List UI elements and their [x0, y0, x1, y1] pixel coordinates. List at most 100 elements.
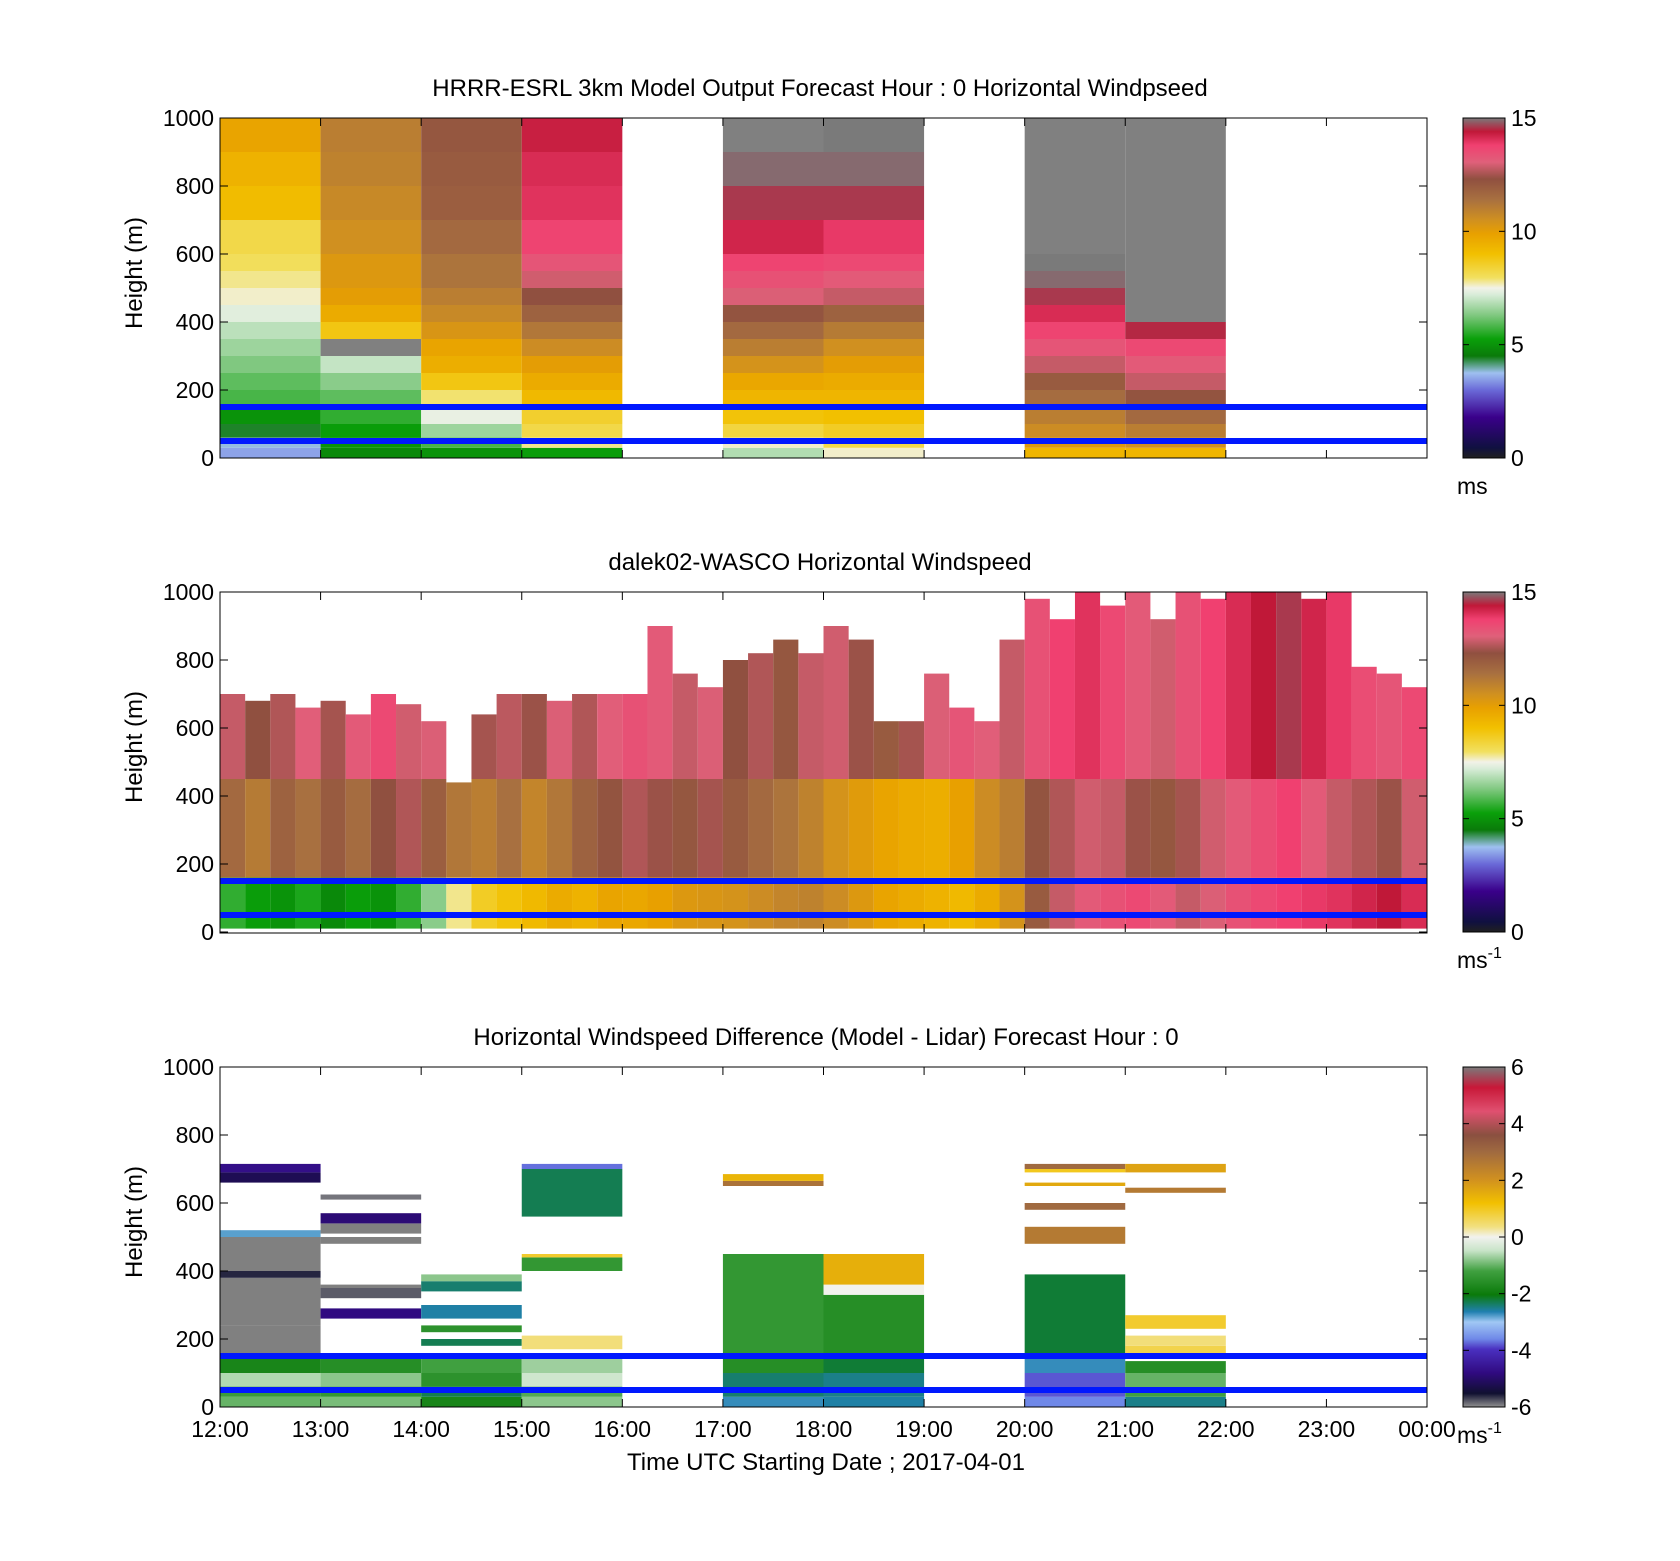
heatmap-cell	[1401, 877, 1427, 929]
heatmap-cell	[446, 877, 472, 929]
heatmap-cell	[722, 877, 749, 929]
heatmap-cell	[521, 1335, 623, 1350]
heatmap-cell	[1376, 877, 1402, 929]
x-tick-label: 00:00	[1398, 1416, 1456, 1442]
heatmap-cell	[220, 877, 246, 929]
heatmap-cell	[1024, 118, 1126, 254]
x-tick-label: 22:00	[1197, 1416, 1255, 1442]
heatmap-cell	[1150, 877, 1176, 929]
heatmap-cell	[1024, 1396, 1126, 1407]
heatmap-cell	[421, 1396, 522, 1407]
heatmap-cell	[1074, 877, 1101, 929]
heatmap-cell	[873, 721, 899, 779]
heatmap-cell	[1200, 779, 1226, 878]
heatmap-cell	[722, 339, 824, 356]
heatmap-cell	[320, 1373, 422, 1387]
colorbar-unit: ms	[1457, 473, 1488, 499]
heatmap-cell	[1024, 1373, 1126, 1397]
heatmap-cell	[722, 447, 824, 458]
heatmap-cell	[220, 118, 321, 152]
heatmap-cell	[873, 779, 899, 878]
heatmap-cell	[421, 1281, 522, 1292]
heatmap-cell	[320, 700, 346, 779]
x-tick-label: 17:00	[694, 1416, 752, 1442]
heatmap-cell	[370, 694, 397, 779]
x-tick-label: 18:00	[795, 1416, 853, 1442]
panel-model-reference-lines	[220, 404, 1427, 444]
heatmap-cell	[320, 1356, 422, 1373]
heatmap-cell	[898, 721, 925, 779]
heatmap-cell	[1351, 666, 1377, 779]
heatmap-cell	[1125, 1187, 1226, 1193]
heatmap-cell	[722, 271, 824, 288]
heatmap-cell	[521, 1257, 623, 1271]
x-tick-label: 12:00	[191, 1416, 249, 1442]
heatmap-cell	[546, 700, 573, 779]
heatmap-cell	[546, 877, 573, 929]
heatmap-cell	[748, 779, 774, 878]
heatmap-cell	[1326, 779, 1352, 878]
heatmap-cell	[1250, 877, 1277, 929]
heatmap-cell	[320, 447, 422, 458]
heatmap-cell	[270, 694, 296, 779]
heatmap-cell	[521, 322, 623, 339]
heatmap-cell	[1125, 390, 1226, 407]
heatmap-cell	[823, 447, 925, 458]
heatmap-cell	[320, 305, 422, 322]
heatmap-cell	[1376, 779, 1402, 878]
heatmap-cell	[1024, 305, 1126, 322]
heatmap-cell	[823, 1254, 925, 1285]
panel-lidar-title: dalek02-WASCO Horizontal Windspeed	[608, 549, 1031, 576]
heatmap-cell	[647, 877, 673, 929]
y-tick-label: 800	[176, 1122, 214, 1148]
heatmap-cell	[1024, 779, 1050, 878]
heatmap-cell	[823, 779, 849, 878]
heatmap-cell	[320, 254, 422, 288]
heatmap-cell	[949, 707, 975, 779]
heatmap-cell	[722, 1254, 824, 1356]
heatmap-cell	[672, 673, 698, 779]
heatmap-cell	[521, 1254, 623, 1258]
heatmap-cell	[1125, 339, 1226, 356]
heatmap-cell	[421, 322, 522, 339]
heatmap-cell	[1024, 1169, 1126, 1173]
heatmap-cell	[823, 626, 849, 779]
panel-difference-reference-lines	[220, 1353, 1427, 1393]
heatmap-cell	[320, 1213, 422, 1224]
heatmap-cell	[722, 220, 824, 254]
heatmap-cell	[496, 877, 522, 929]
heatmap-cell	[496, 694, 522, 779]
heatmap-cell	[924, 779, 950, 878]
heatmap-cell	[421, 339, 522, 356]
heatmap-cell	[446, 782, 472, 878]
heatmap-cell	[823, 322, 925, 339]
heatmap-cell	[220, 1325, 321, 1356]
heatmap-cell	[421, 1325, 522, 1333]
heatmap-cell	[220, 390, 321, 407]
heatmap-cell	[521, 186, 623, 220]
heatmap-cell	[1024, 322, 1126, 339]
heatmap-cell	[421, 373, 522, 390]
heatmap-cell	[722, 1396, 824, 1407]
heatmap-cell	[1401, 687, 1427, 779]
heatmap-cell	[421, 877, 447, 929]
heatmap-cell	[521, 373, 623, 390]
heatmap-cell	[1100, 779, 1126, 878]
heatmap-cell	[1125, 1163, 1226, 1173]
heatmap-cell	[722, 186, 824, 220]
heatmap-cell	[999, 639, 1025, 779]
heatmap-cell	[421, 447, 522, 458]
panel-difference-heatmap	[220, 1163, 1226, 1407]
heatmap-cell	[924, 673, 950, 779]
heatmap-cell	[1125, 447, 1226, 458]
heatmap-cell	[773, 877, 799, 929]
panel-difference-x-tick-labels: 12:00 13:00 14:00 15:00 16:00 17:00 18:00 19:00…	[191, 1416, 1456, 1442]
heatmap-cell	[999, 877, 1025, 929]
y-tick-label: 1000	[163, 105, 214, 131]
heatmap-cell	[320, 152, 422, 186]
heatmap-cell	[421, 390, 522, 407]
heatmap-cell	[220, 1271, 321, 1278]
heatmap-cell	[220, 1277, 321, 1326]
heatmap-cell	[722, 407, 824, 424]
heatmap-cell	[270, 779, 296, 878]
